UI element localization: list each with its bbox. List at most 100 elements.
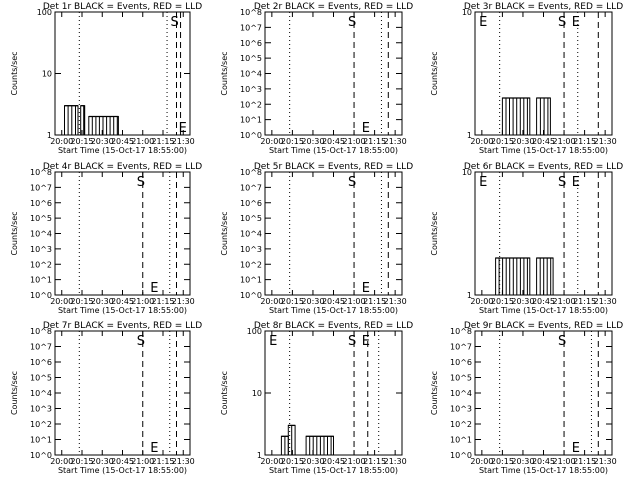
y-tick-label: 10^8 — [30, 327, 52, 336]
x-tick-label: 20:15 — [491, 137, 514, 146]
end-marker: E — [179, 121, 187, 136]
panel-title: Det 6r BLACK = Events, RED = LLD — [464, 162, 623, 172]
start-marker: S — [558, 175, 566, 190]
y-tick-label: 10^4 — [30, 230, 52, 239]
x-tick-label: 20:30 — [511, 297, 534, 306]
plot-frame — [474, 11, 613, 136]
end-marker: E — [572, 175, 580, 190]
detector-panel: Det 3r BLACK = Events, RED = LLD Counts/s… — [430, 2, 623, 155]
y-tick-label: 10^4 — [450, 389, 472, 398]
x-tick-label: 20:00 — [470, 457, 493, 466]
x-tick-label: 20:15 — [281, 457, 304, 466]
x-axis-label: Start Time (15-Oct-17 18:55:00) — [269, 466, 398, 475]
x-tick-label: 21:15 — [363, 137, 386, 146]
x-tick-label: 20:00 — [50, 457, 73, 466]
x-axis-label: Start Time (15-Oct-17 18:55:00) — [269, 306, 398, 315]
end-marker: E — [362, 121, 370, 136]
y-tick-label: 10^1 — [240, 116, 262, 125]
x-axis-label: Start Time (15-Oct-17 18:55:00) — [58, 146, 187, 155]
y-tick-label: 10^5 — [30, 214, 52, 223]
x-tick-label: 21:15 — [573, 297, 596, 306]
x-tick-label: 20:45 — [111, 297, 134, 306]
y-tick-label: 10^1 — [30, 276, 52, 285]
x-tick-label: 20:30 — [91, 137, 114, 146]
y-tick-label: 1 — [47, 131, 52, 140]
y-axis-label: Counts/sec — [430, 371, 439, 415]
x-tick-label: 21:00 — [343, 297, 366, 306]
x-tick-label: 20:30 — [511, 457, 534, 466]
event-series-line — [64, 105, 79, 135]
panel-title: Det 1r BLACK = Events, RED = LLD — [43, 2, 202, 12]
plot-frame — [474, 330, 613, 456]
y-tick-label: 100 — [37, 8, 52, 17]
y-tick-label: 10^5 — [240, 54, 262, 63]
y-tick-label: 10^2 — [450, 420, 472, 429]
detector-panel: Det 9r BLACK = Events, RED = LLD Counts/s… — [430, 321, 623, 475]
x-tick-label: 21:15 — [363, 457, 386, 466]
y-tick-label: 10^6 — [450, 358, 472, 367]
x-tick-label: 20:15 — [70, 137, 93, 146]
detector-panel: Det 4r BLACK = Events, RED = LLD Counts/s… — [10, 162, 202, 315]
x-tick-label: 21:30 — [384, 297, 407, 306]
panel-title: Det 4r BLACK = Events, RED = LLD — [43, 162, 202, 172]
y-tick-label: 10^3 — [450, 405, 472, 414]
start-marker: S — [137, 175, 145, 190]
y-tick-label: 10^3 — [240, 245, 262, 254]
y-tick-label: 10^8 — [30, 168, 52, 177]
y-tick-label: 10^1 — [450, 436, 472, 445]
start-marker: S — [348, 334, 356, 349]
y-tick-label: 10^4 — [240, 70, 262, 79]
y-tick-label: 10^8 — [450, 327, 472, 336]
x-tick-label: 20:15 — [491, 457, 514, 466]
x-tick-label: 21:00 — [131, 137, 154, 146]
x-tick-label: 21:30 — [594, 457, 617, 466]
end-marker: E — [572, 15, 580, 30]
y-tick-label: 10 — [252, 389, 262, 398]
x-tick-label: 20:30 — [91, 457, 114, 466]
x-axis-label: Start Time (15-Oct-17 18:55:00) — [479, 466, 608, 475]
x-tick-label: 20:45 — [111, 137, 134, 146]
panel-title: Det 5r BLACK = Events, RED = LLD — [254, 162, 413, 172]
end-marker: E — [150, 281, 158, 296]
y-tick-label: 10^5 — [450, 374, 472, 383]
y-tick-label: 10^3 — [30, 405, 52, 414]
panel-title: Det 7r BLACK = Events, RED = LLD — [43, 321, 202, 331]
x-tick-label: 21:00 — [553, 457, 576, 466]
start-marker: S — [171, 15, 179, 30]
x-tick-label: 21:30 — [594, 137, 617, 146]
detector-panel: Det 7r BLACK = Events, RED = LLD Counts/s… — [10, 321, 202, 475]
x-tick-label: 21:30 — [384, 457, 407, 466]
y-axis-label: Counts/sec — [10, 371, 19, 415]
x-tick-label: 20:15 — [491, 297, 514, 306]
y-tick-label: 10 — [42, 70, 52, 79]
y-tick-label: 10^1 — [30, 436, 52, 445]
y-tick-label: 10^0 — [30, 451, 52, 460]
x-tick-label: 21:15 — [363, 297, 386, 306]
y-tick-label: 10^7 — [450, 343, 472, 352]
x-tick-label: 20:00 — [50, 297, 73, 306]
x-tick-label: 21:30 — [594, 297, 617, 306]
x-tick-label: 21:15 — [573, 457, 596, 466]
detector-panel: Det 8r BLACK = Events, RED = LLD Counts/s… — [220, 321, 413, 475]
y-tick-label: 10^5 — [30, 374, 52, 383]
x-tick-label: 20:15 — [70, 297, 93, 306]
x-tick-label: 21:00 — [553, 137, 576, 146]
x-tick-label: 20:30 — [301, 457, 324, 466]
y-tick-label: 1 — [467, 131, 472, 140]
x-tick-label: 21:30 — [384, 137, 407, 146]
x-tick-label: 21:00 — [131, 457, 154, 466]
x-tick-label: 20:00 — [470, 137, 493, 146]
y-axis-label: Counts/sec — [10, 211, 19, 255]
y-tick-label: 10^7 — [240, 23, 262, 32]
y-tick-label: 10^8 — [240, 168, 262, 177]
event-series-line — [536, 257, 554, 295]
y-tick-label: 10 — [462, 168, 472, 177]
x-tick-label: 21:15 — [573, 137, 596, 146]
x-tick-label: 20:15 — [281, 137, 304, 146]
event-series-line — [536, 97, 551, 135]
y-tick-label: 10^4 — [30, 389, 52, 398]
y-tick-label: 1 — [257, 451, 262, 460]
x-tick-label: 21:00 — [131, 297, 154, 306]
x-axis-label: Start Time (15-Oct-17 18:55:00) — [479, 306, 608, 315]
